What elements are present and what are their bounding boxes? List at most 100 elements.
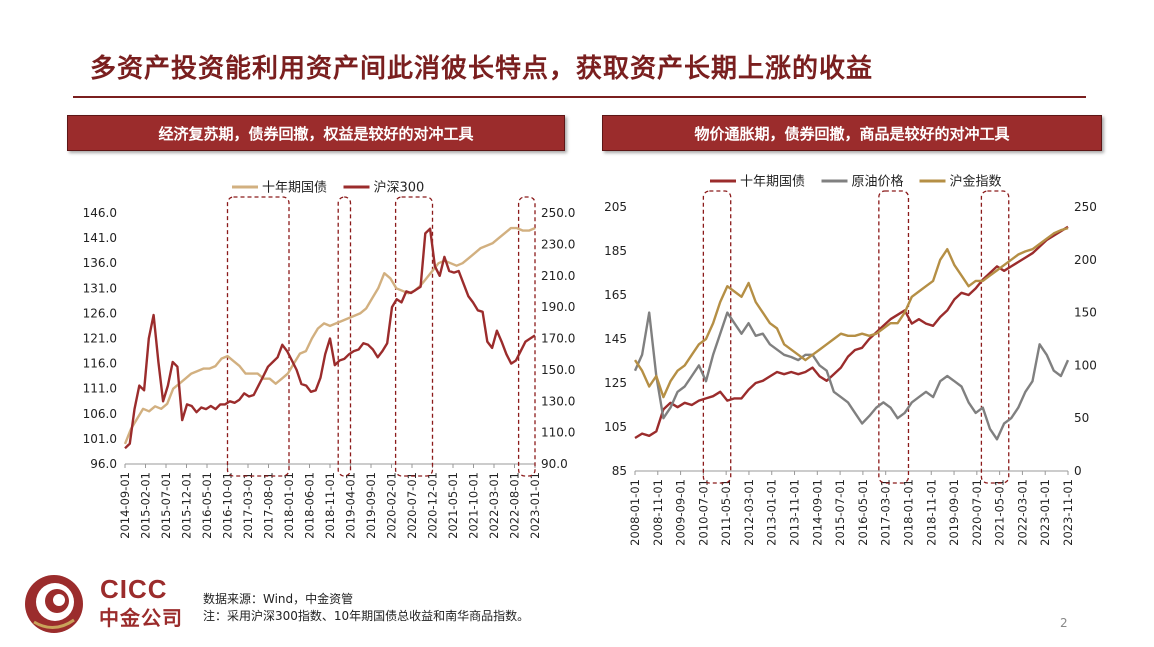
x-tick-label: 2020-07-01	[405, 472, 419, 539]
cicc-emblem-icon	[25, 575, 83, 633]
y-left-tick-label: 141.0	[83, 231, 117, 245]
x-tick-label: 2019-09-01	[947, 479, 961, 546]
x-tick-label: 2020-12-01	[426, 472, 440, 539]
x-tick-label: 2023-01-01	[528, 472, 542, 539]
logo-text-cn: 中金公司	[99, 606, 183, 630]
highlight-period-box	[878, 190, 910, 484]
x-tick-label: 2023-01-01	[1038, 479, 1052, 546]
cicc-logo: CICC 中金公司	[22, 572, 197, 636]
x-tick-label: 2018-06-01	[303, 472, 317, 539]
x-tick-label: 2017-03-01	[879, 479, 893, 546]
x-tick-label: 2018-11-01	[323, 472, 337, 539]
legend-label: 沪深300	[374, 180, 425, 196]
x-tick-label: 2021-05-01	[446, 472, 460, 539]
y-left-tick-label: 96.0	[90, 457, 117, 471]
legend-label: 沪金指数	[950, 174, 1002, 190]
y-left-tick-label: 131.0	[83, 281, 117, 295]
x-tick-label: 2022-03-01	[1015, 479, 1029, 546]
x-tick-label: 2023-11-01	[1061, 479, 1075, 546]
y-right-tick-label: 0	[1074, 464, 1082, 478]
x-tick-label: 2017-03-01	[241, 472, 255, 539]
x-tick-label: 2014-09-01	[810, 479, 824, 546]
x-tick-label: 2019-09-01	[364, 472, 378, 539]
y-left-tick-label: 205	[604, 200, 627, 214]
right-section-header: 物价通胀期，债券回撤，商品是较好的对冲工具	[602, 115, 1102, 151]
series-line	[633, 311, 1070, 441]
y-left-tick-label: 125	[604, 376, 627, 390]
y-left-tick-label: 105	[604, 420, 627, 434]
y-right-tick-label: 110.0	[541, 426, 575, 440]
x-tick-label: 2018-01-01	[901, 479, 915, 546]
x-tick-label: 2020-02-01	[385, 472, 399, 539]
y-left-tick-label: 116.0	[83, 357, 117, 371]
y-left-tick-label: 121.0	[83, 332, 117, 346]
x-tick-label: 2010-07-01	[696, 479, 710, 546]
x-tick-label: 2015-07-01	[159, 472, 173, 539]
x-tick-label: 2017-08-01	[262, 472, 276, 539]
title-divider	[73, 96, 1086, 98]
highlight-period-box	[226, 196, 290, 477]
y-left-tick-label: 146.0	[83, 206, 117, 220]
y-right-tick-label: 150	[1074, 306, 1097, 320]
y-left-tick-label: 101.0	[83, 432, 117, 446]
x-tick-label: 2013-01-01	[765, 479, 779, 546]
note-line: 注：采用沪深300指数、10年期国债总收益和南华商品指数。	[203, 609, 530, 623]
x-tick-label: 2011-05-01	[719, 479, 733, 546]
x-tick-label: 2021-05-01	[993, 479, 1007, 546]
y-left-tick-label: 165	[604, 288, 627, 302]
x-tick-label: 2015-02-01	[139, 472, 153, 539]
left-section-header: 经济复苏期，债券回撤，权益是较好的对冲工具	[67, 115, 565, 151]
x-tick-label: 2019-04-01	[344, 472, 358, 539]
x-tick-label: 2012-03-01	[742, 479, 756, 546]
x-tick-label: 2016-05-01	[200, 472, 214, 539]
legend-label: 十年期国债	[740, 175, 805, 190]
y-right-tick-label: 90.0	[541, 457, 568, 471]
page-number: 2	[1060, 616, 1068, 630]
y-right-tick-label: 250	[1074, 200, 1097, 214]
commodity-bond-chart: 205 185 165 145 125 105 85 250 200 150 100 50 0 2008-…	[604, 174, 1097, 546]
x-tick-label: 2020-07-01	[970, 479, 984, 546]
x-tick-label: 2022-08-01	[508, 472, 522, 539]
x-tick-label: 2013-11-01	[788, 479, 802, 546]
y-right-tick-label: 150.0	[541, 363, 575, 377]
y-right-tick-label: 170.0	[541, 332, 575, 346]
series-line	[634, 226, 1069, 399]
x-tick-label: 2021-10-01	[467, 472, 481, 539]
x-tick-label: 2016-10-01	[221, 472, 235, 539]
highlight-period-box	[337, 196, 352, 477]
x-tick-label: 2008-01-01	[628, 479, 642, 546]
series-line	[123, 226, 536, 445]
y-left-tick-label: 106.0	[83, 407, 117, 421]
x-tick-label: 2014-09-01	[118, 472, 132, 539]
x-tick-label: 2015-12-01	[180, 472, 194, 539]
y-left-tick-label: 185	[604, 244, 627, 258]
y-right-tick-label: 50	[1074, 411, 1089, 425]
y-right-tick-label: 210.0	[541, 269, 575, 283]
x-tick-label: 2015-07-01	[833, 479, 847, 546]
source-line: 数据来源：Wind，中金资管	[203, 592, 354, 606]
legend-label: 十年期国债	[262, 181, 327, 196]
page-title: 多资产投资能利用资产间此消彼长特点，获取资产长期上涨的收益	[90, 54, 874, 84]
y-right-tick-label: 100	[1074, 358, 1097, 372]
x-tick-label: 2016-05-01	[856, 479, 870, 546]
y-right-tick-label: 130.0	[541, 394, 575, 408]
highlight-period-box	[702, 190, 732, 484]
source-note: 数据来源：Wind，中金资管 注：采用沪深300指数、10年期国债总收益和南华商…	[203, 591, 529, 625]
x-tick-label: 2022-03-01	[487, 472, 501, 539]
x-tick-label: 2009-09-01	[674, 479, 688, 546]
y-left-tick-label: 136.0	[83, 256, 117, 270]
y-right-tick-label: 190.0	[541, 300, 575, 314]
x-tick-label: 2018-11-01	[924, 479, 938, 546]
y-right-tick-label: 200	[1074, 253, 1097, 267]
y-left-tick-label: 145	[604, 332, 627, 346]
y-left-tick-label: 126.0	[83, 306, 117, 320]
x-tick-label: 2018-01-01	[282, 472, 296, 539]
logo-text-en: CICC	[100, 574, 168, 604]
y-left-tick-label: 85	[612, 464, 627, 478]
x-tick-label: 2008-11-01	[651, 479, 665, 546]
highlight-period-box	[394, 196, 434, 477]
y-right-tick-label: 250.0	[541, 206, 575, 220]
y-left-tick-label: 111.0	[83, 382, 117, 396]
series-line	[634, 225, 1069, 440]
equity-bond-chart: 146.0 141.0 136.0 131.0 126.0 121.0 116.0 111.0…	[83, 180, 576, 539]
